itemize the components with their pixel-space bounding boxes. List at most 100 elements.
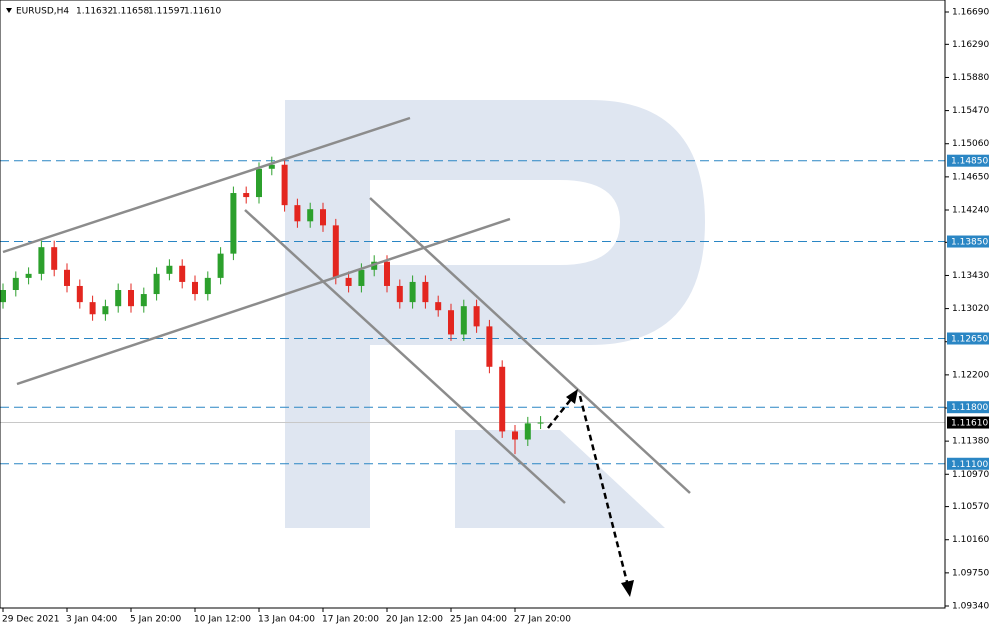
candle-body — [345, 277, 352, 286]
level-label-box — [947, 457, 989, 470]
candle-body — [179, 265, 186, 282]
level-label: 1.11100 — [951, 460, 988, 470]
candle-body — [38, 247, 45, 274]
y-tick-label: 1.14650 — [952, 172, 989, 182]
level-label: 1.12650 — [951, 334, 988, 344]
x-tick-label: 20 Jan 12:00 — [386, 615, 443, 625]
y-tick-label: 1.10570 — [952, 502, 989, 512]
candle-body — [512, 431, 518, 440]
y-tick-label: 1.15060 — [952, 139, 989, 149]
candle-body — [256, 168, 262, 198]
quote-value: 1.11632 — [76, 7, 113, 17]
y-tick-label: 1.14240 — [952, 206, 989, 216]
candle-body — [25, 273, 32, 278]
trend-line — [16, 217, 511, 386]
watermark-bowl — [370, 100, 705, 345]
candle-body — [307, 209, 314, 222]
level-label: 1.13850 — [951, 238, 988, 248]
candle-body — [473, 306, 480, 327]
quote-value: 1.11610 — [184, 7, 221, 17]
x-tick-label: 5 Jan 20:00 — [130, 615, 182, 625]
symbol-title: EURUSD,H4 — [16, 7, 69, 17]
candle-body — [64, 269, 70, 286]
forecast-arrows — [547, 395, 630, 587]
candle-body — [409, 281, 416, 303]
candle-body — [51, 247, 58, 270]
y-tick-label: 1.15880 — [952, 73, 989, 83]
trend-line — [369, 197, 691, 494]
levels — [0, 160, 945, 465]
level-label-box — [947, 332, 989, 345]
symbol-menu-icon[interactable] — [6, 8, 12, 13]
arrow-up — [547, 397, 573, 429]
arrow-down — [578, 395, 630, 587]
x-tick-label: 27 Jan 20:00 — [514, 615, 571, 625]
axes: 1.16690 1.16290 1.15880 1.15470 1.15060 1.146… — [2, 8, 989, 625]
trend-line — [244, 209, 566, 504]
candle-body — [76, 285, 83, 303]
candle-body — [192, 281, 198, 295]
y-tick-label: 1.16690 — [952, 8, 989, 18]
candle-body — [140, 294, 147, 307]
candle-body — [384, 261, 390, 286]
y-tick-label: 1.13020 — [952, 304, 989, 314]
candle-body — [320, 209, 326, 226]
candle-body — [243, 193, 250, 198]
level-label: 1.14850 — [951, 157, 988, 167]
candle-body — [332, 225, 339, 278]
candle-body — [89, 302, 96, 315]
candle-body — [128, 290, 134, 307]
candles — [0, 156, 544, 455]
candle-body — [12, 277, 19, 291]
watermark-stem — [285, 100, 370, 528]
plot-frame — [0, 0, 946, 609]
trend-line — [2, 116, 411, 254]
level-label-box — [947, 154, 989, 167]
y-tick-label: 1.10160 — [952, 535, 989, 545]
current-price-label: 1.11610 — [951, 419, 988, 429]
candle-body — [0, 290, 6, 303]
candle-body — [102, 306, 109, 315]
candle-body — [435, 302, 442, 311]
candle-body — [537, 422, 544, 424]
candle-body — [230, 193, 237, 254]
candle-body — [460, 306, 467, 335]
candle-body — [153, 273, 160, 295]
candle-body — [358, 269, 365, 286]
candle-body — [422, 281, 429, 303]
level-label-box — [947, 235, 989, 248]
candle-body — [281, 164, 288, 206]
candle-body — [486, 326, 493, 367]
x-tick-label: 25 Jan 04:00 — [450, 615, 507, 625]
x-tick-label: 3 Jan 04:00 — [66, 615, 118, 625]
candle-body — [268, 164, 275, 169]
watermark-leg — [455, 430, 665, 528]
y-tick-label: 1.11380 — [952, 437, 989, 447]
level-label: 1.11800 — [951, 403, 988, 413]
candle-body — [204, 277, 211, 295]
candle-body — [524, 423, 531, 440]
trend-lines — [2, 116, 691, 504]
y-tick-label: 1.13430 — [952, 271, 989, 281]
x-tick-label: 13 Jan 04:00 — [258, 615, 315, 625]
y-tick-label: 1.09750 — [952, 568, 989, 578]
x-tick-label: 29 Dec 2021 — [2, 615, 60, 625]
level-label-box — [947, 401, 989, 414]
quote-value: 1.11597 — [148, 7, 185, 17]
y-tick-label: 1.12200 — [952, 370, 989, 380]
y-tick-label: 1.16290 — [952, 40, 989, 50]
watermark — [285, 100, 705, 528]
y-tick-label: 1.10970 — [952, 470, 989, 480]
candle-body — [115, 290, 122, 307]
candle-body — [448, 310, 454, 335]
quote-value: 1.11658 — [112, 7, 149, 17]
x-tick-label: 17 Jan 20:00 — [322, 615, 379, 625]
y-tick-label: 1.09340 — [952, 602, 989, 612]
candle-body — [294, 205, 301, 222]
x-tick-label: 10 Jan 12:00 — [194, 615, 251, 625]
y-tick-label: 1.15470 — [952, 106, 989, 116]
current-price-box — [947, 416, 989, 429]
candle-body — [499, 366, 506, 432]
